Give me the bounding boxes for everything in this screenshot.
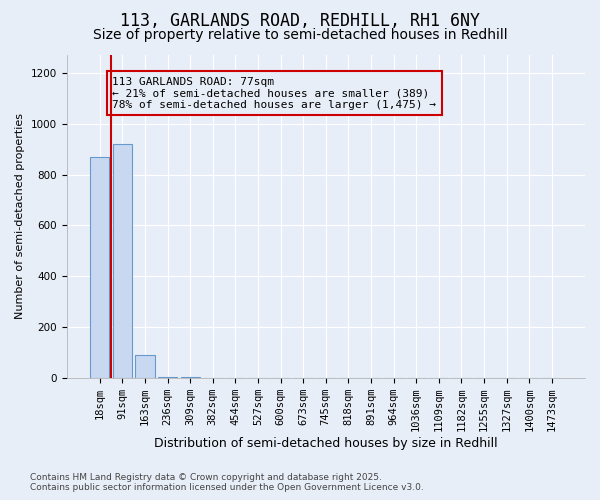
Text: Contains HM Land Registry data © Crown copyright and database right 2025.
Contai: Contains HM Land Registry data © Crown c…	[30, 473, 424, 492]
Text: 113 GARLANDS ROAD: 77sqm
← 21% of semi-detached houses are smaller (389)
78% of : 113 GARLANDS ROAD: 77sqm ← 21% of semi-d…	[112, 76, 436, 110]
X-axis label: Distribution of semi-detached houses by size in Redhill: Distribution of semi-detached houses by …	[154, 437, 497, 450]
Bar	[113, 144, 132, 378]
Bar	[90, 156, 109, 378]
Bar	[136, 355, 155, 378]
Text: 113, GARLANDS ROAD, REDHILL, RH1 6NY: 113, GARLANDS ROAD, REDHILL, RH1 6NY	[120, 12, 480, 30]
Text: Size of property relative to semi-detached houses in Redhill: Size of property relative to semi-detach…	[92, 28, 508, 42]
Bar	[158, 377, 177, 378]
Y-axis label: Number of semi-detached properties: Number of semi-detached properties	[15, 114, 25, 320]
